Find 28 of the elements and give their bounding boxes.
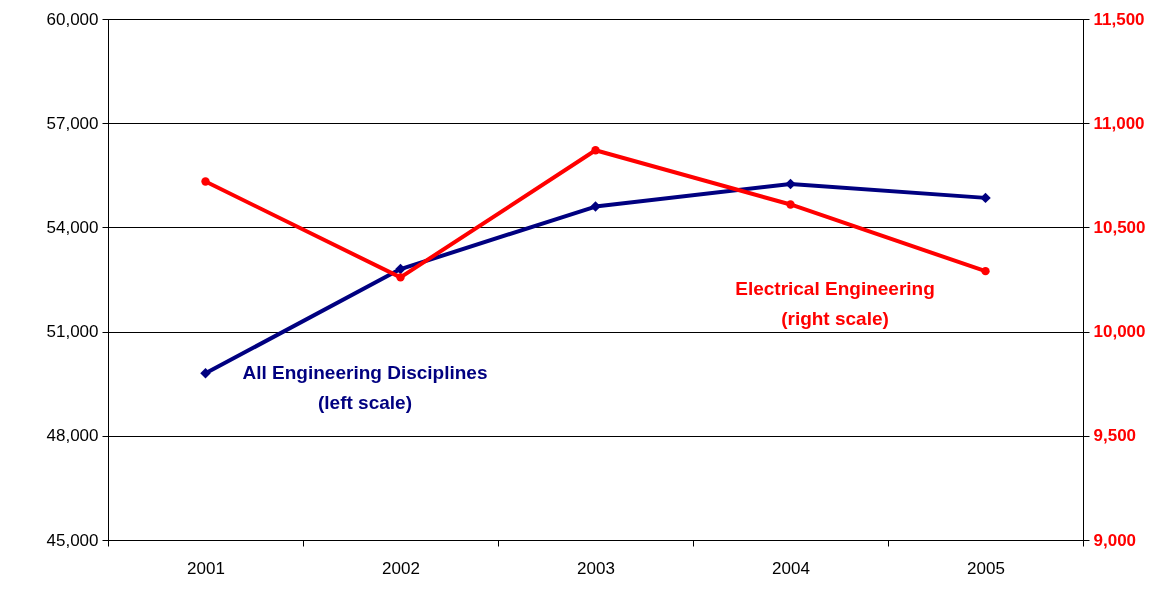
y2-tick-label: 11,000 (1093, 113, 1145, 133)
y-tick-label: 48,000 (46, 426, 99, 446)
y-tick-label: 57,000 (46, 113, 99, 133)
point (980, 192, 991, 204)
y-tick-label: 54,000 (46, 217, 99, 237)
y2-tick-label: 9,000 (1093, 530, 1137, 550)
x-tick-label: 2001 (187, 558, 225, 578)
series-label: Electrical Engineering (right scale) (735, 278, 935, 329)
point (981, 266, 990, 276)
point (785, 178, 796, 190)
point (396, 273, 405, 282)
point (591, 146, 600, 155)
y-tick-label: 51,000 (46, 322, 99, 342)
series-label: All Engineering Disciplines (left scale) (242, 362, 488, 413)
x-tick-label: 2004 (772, 558, 810, 578)
x-tick-label: 2003 (577, 558, 615, 578)
x-tick-label: 2002 (382, 558, 420, 578)
point (786, 200, 795, 209)
y2-tick-label: 9,500 (1093, 426, 1137, 446)
point (200, 368, 211, 379)
y2-tick-label: 10,000 (1093, 322, 1146, 342)
y-tick-label: 45,000 (46, 530, 99, 550)
y2-tick-label: 11,500 (1093, 9, 1145, 29)
point (201, 177, 210, 186)
y-tick-label: 60,000 (46, 9, 99, 29)
x-tick-label: 2005 (967, 558, 1005, 578)
point (590, 201, 601, 212)
y2-tick-label: 10,500 (1093, 217, 1146, 237)
